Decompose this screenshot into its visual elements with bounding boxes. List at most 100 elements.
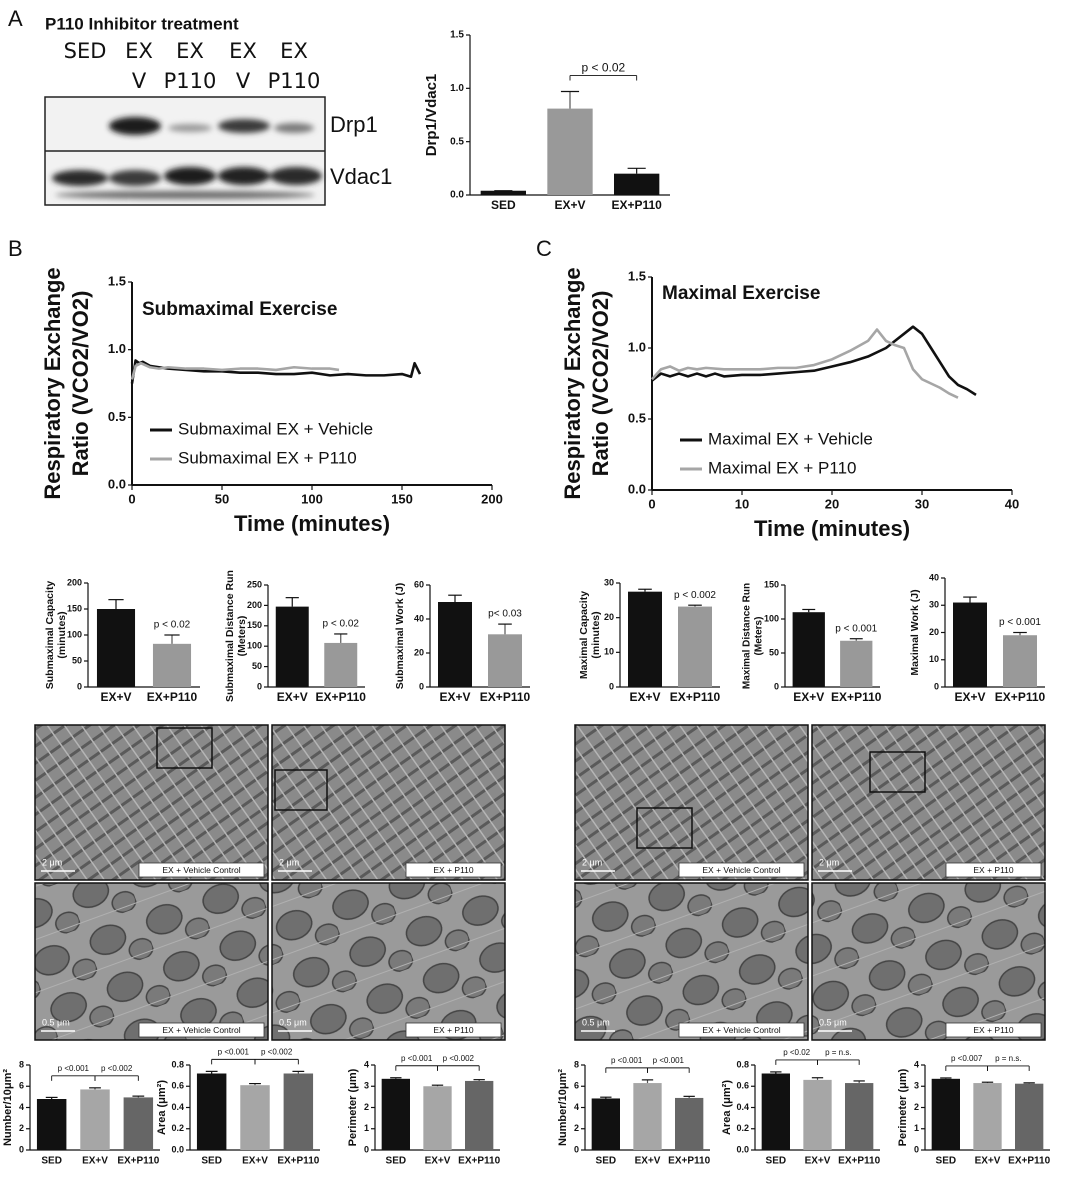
y-tick-label: 2 xyxy=(574,1123,579,1133)
y-tick-label: 2 xyxy=(364,1102,369,1112)
y-tick-label: 2 xyxy=(19,1123,24,1133)
y-axis-label: Drp1/Vdac1 xyxy=(423,74,440,157)
lane-label: V xyxy=(236,69,251,93)
lane-label: P110 xyxy=(268,69,321,93)
y-axis-label: Submaximal Capacity xyxy=(44,581,56,690)
y-tick-label: 200 xyxy=(247,600,262,610)
y-tick-label: 0.0 xyxy=(108,476,126,491)
y-tick-label: 1.5 xyxy=(450,30,464,41)
western-blot xyxy=(44,96,326,206)
x-tick-label: 40 xyxy=(1005,496,1019,511)
blot-title: P110 Inhibitor treatment xyxy=(45,14,239,33)
y-tick-label: 0.5 xyxy=(628,410,646,425)
y-tick-label: 1.5 xyxy=(628,268,646,283)
x-tick-label: SED xyxy=(491,198,516,212)
p-value: p <0.002 xyxy=(101,1064,133,1073)
y-axis-label: Submaximal Work (J) xyxy=(394,583,406,690)
y-axis-label: (minutes) xyxy=(56,611,68,658)
micrograph-caption: EX + P110 xyxy=(433,865,474,875)
scale-label: 2 μm xyxy=(582,857,602,867)
caption-box xyxy=(945,862,1042,878)
bar xyxy=(152,643,192,687)
caption-box xyxy=(945,1022,1042,1038)
y-tick-label: 1.5 xyxy=(108,273,126,288)
y-tick-label: 8 xyxy=(574,1059,579,1069)
x-tick-label: EX+V xyxy=(242,1156,268,1167)
y-tick-label: 0.2 xyxy=(736,1123,749,1133)
x-tick-label: 150 xyxy=(391,491,413,506)
bar xyxy=(678,606,712,687)
scale-label: 0.5 μm xyxy=(819,1017,847,1027)
x-tick-label: EX+V xyxy=(82,1156,108,1167)
y-tick-label: 1.0 xyxy=(628,339,646,354)
y-tick-label: 4 xyxy=(914,1059,919,1069)
bar xyxy=(931,1078,960,1150)
x-tick-label: EX+P110 xyxy=(668,1156,710,1167)
x-axis-label: Time (minutes) xyxy=(234,511,390,536)
scale-label: 0.5 μm xyxy=(279,1017,307,1027)
y-axis-label: Perimeter (μm) xyxy=(897,1068,909,1146)
p-value: p < 0.001 xyxy=(835,623,877,634)
bar xyxy=(953,602,987,687)
x-tick-label: EX+V xyxy=(277,690,308,704)
x-tick-label: EX+P110 xyxy=(611,198,662,212)
y-tick-label: 3 xyxy=(914,1081,919,1091)
y-tick-label: 4 xyxy=(19,1102,24,1112)
y-tick-label: 20 xyxy=(929,627,939,637)
legend-label: Submaximal EX + Vehicle xyxy=(178,419,373,438)
inset-box xyxy=(156,727,213,769)
series-line xyxy=(651,325,977,396)
scale-label: 2 μm xyxy=(819,857,839,867)
x-tick-label: EX+V xyxy=(975,1156,1001,1167)
micrograph-caption: EX + Vehicle Control xyxy=(162,865,240,875)
caption-box xyxy=(405,862,502,878)
x-tick-label: EX+V xyxy=(954,690,985,704)
y-tick-label: 30 xyxy=(604,577,614,587)
scale-label: 0.5 μm xyxy=(42,1017,70,1027)
bar xyxy=(628,591,662,687)
y-tick-label: 200 xyxy=(67,577,82,587)
y-tick-label: 150 xyxy=(764,579,779,589)
y-tick-label: 0 xyxy=(364,1144,369,1154)
panel-label: B xyxy=(8,236,23,261)
bar xyxy=(275,606,309,687)
micrograph-caption: EX + Vehicle Control xyxy=(702,1025,780,1035)
p-value: p < 0.02 xyxy=(154,620,191,631)
bar xyxy=(591,1098,620,1150)
y-tick-label: 3 xyxy=(364,1081,369,1091)
micrograph-caption: EX + Vehicle Control xyxy=(162,1025,240,1035)
y-axis-label: Maximal Capacity xyxy=(578,591,590,679)
y-axis-label: (Meters) xyxy=(754,617,765,656)
x-tick-label: EX+V xyxy=(100,690,131,704)
lane-label: EX xyxy=(125,39,153,63)
x-tick-label: EX+P110 xyxy=(670,690,721,704)
micrograph xyxy=(34,724,269,881)
x-tick-label: SED xyxy=(386,1156,407,1167)
x-tick-label: EX+P110 xyxy=(117,1156,159,1167)
y-tick-label: 0 xyxy=(774,681,779,691)
x-tick-label: EX+P110 xyxy=(316,690,367,704)
bar xyxy=(80,1089,110,1150)
bar xyxy=(240,1085,270,1150)
x-tick-label: SED xyxy=(936,1156,957,1167)
y-tick-label: 0 xyxy=(419,681,424,691)
y-tick-label: 0 xyxy=(77,681,82,691)
lane-label: EX xyxy=(280,39,308,63)
p-value: p< 0.03 xyxy=(488,609,522,620)
panel-label: C xyxy=(536,236,552,261)
y-tick-label: 10 xyxy=(604,647,614,657)
lane-label: EX xyxy=(176,39,204,63)
panel-label: A xyxy=(8,6,23,31)
y-tick-label: 2 xyxy=(914,1102,919,1112)
caption-box xyxy=(138,1022,265,1038)
caption-box xyxy=(678,862,805,878)
inset-box xyxy=(274,769,328,811)
x-tick-label: EX+P110 xyxy=(277,1156,319,1167)
series-line xyxy=(651,328,959,399)
x-tick-label: EX+P110 xyxy=(458,1156,500,1167)
scale-label: 2 μm xyxy=(279,857,299,867)
y-tick-label: 50 xyxy=(252,661,262,671)
y-axis-label: Ratio (VCO2/VO2) xyxy=(588,291,613,477)
x-axis-label: Time (minutes) xyxy=(754,516,910,541)
